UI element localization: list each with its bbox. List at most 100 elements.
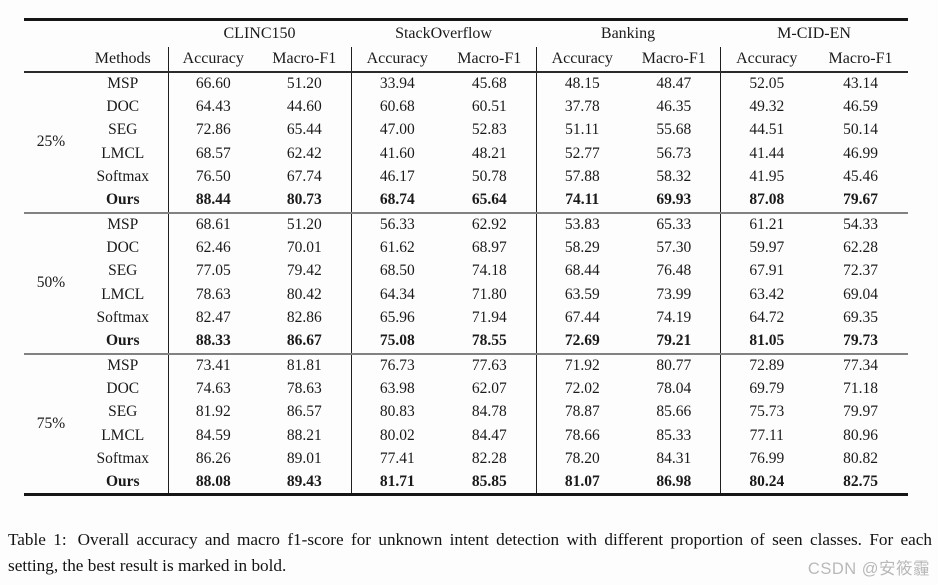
value-cell: 59.97 [749,238,785,256]
value-cell: 67.44 [564,309,600,327]
value-cell: 79.42 [258,259,352,283]
value-cell: 71.80 [443,283,537,307]
value-cell: 81.71 [379,473,415,490]
value-cell: 74.63 [195,379,231,397]
value-cell: 56.73 [628,142,721,166]
value-cell: 84.78 [443,400,537,424]
value-cell: 79.73 [843,332,878,350]
value-cell: 62.46 [195,238,231,256]
value-cell: 69.04 [843,285,878,303]
value-cell: 82.75 [843,473,878,490]
value-cell: 80.83 [379,403,415,421]
value-cell: 52.05 [749,74,785,92]
value-cell: 72.37 [843,262,878,280]
table-row: Ours 88.08 89.43 81.71 85.85 81.07 86.98 80.24 8… [24,471,908,495]
value-cell: 50.78 [443,165,537,189]
value-cell: 72.02 [564,379,600,397]
value-cell: 74.18 [443,259,537,283]
value-cell: 63.59 [564,285,600,303]
value-cell: 68.57 [195,144,231,162]
value-cell: 45.68 [443,71,537,95]
value-cell: 60.51 [443,95,537,119]
value-cell: 73.41 [168,352,258,377]
method-label: LMCL [78,142,169,166]
caption-text: Overall accuracy and macro f1-score for … [8,530,933,575]
value-cell: 77.41 [379,450,415,468]
value-cell: 48.15 [564,74,600,92]
accuracy-header: Accuracy [351,46,443,73]
corner-spacer [24,20,168,47]
proportion-header-spacer [24,46,78,73]
value-cell: 84.59 [195,426,231,444]
value-cell: 79.67 [843,191,878,209]
group-header-row: CLINC150 StackOverflow Banking M-CID-EN [24,20,908,47]
proportion-label: 75% [24,352,78,495]
value-cell: 78.66 [564,426,600,444]
table-row: SEG 77.05 79.42 68.50 74.18 68.44 76.48 67.91 72… [24,259,908,283]
method-label: LMCL [78,283,169,307]
value-cell: 41.44 [749,144,785,162]
value-cell: 85.33 [628,424,721,448]
table-row: SEG 72.86 65.44 47.00 52.83 51.11 55.68 44.51 50… [24,118,908,142]
value-cell: 77.34 [813,352,909,377]
macro-f1-header: Macro-F1 [258,46,352,73]
value-cell: 86.57 [258,400,352,424]
method-label: Softmax [78,447,169,471]
value-cell: 46.99 [843,144,878,162]
value-cell: 81.05 [749,332,785,350]
value-cell: 78.04 [628,377,721,401]
value-cell: 80.24 [749,473,785,490]
value-cell: 37.78 [564,97,600,115]
table-row: Softmax 76.50 67.74 46.17 50.78 57.88 58.32 41.… [24,165,908,189]
value-cell: 46.17 [379,168,415,186]
table-row: SEG 81.92 86.57 80.83 84.78 78.87 85.66 75.73 79… [24,400,908,424]
method-label: SEG [78,259,169,283]
value-cell: 60.68 [379,97,415,115]
value-cell: 80.73 [258,189,352,213]
method-label: MSP [78,211,169,236]
value-cell: 62.42 [258,142,352,166]
value-cell: 68.61 [168,211,258,236]
watermark: CSDN @安筱霾 [807,560,930,578]
method-label: DOC [78,236,169,260]
value-cell: 62.28 [843,238,878,256]
value-cell: 57.88 [564,168,600,186]
method-label: Softmax [78,306,169,330]
macro-f1-header: Macro-F1 [813,46,909,73]
value-cell: 86.67 [258,330,352,354]
method-label: DOC [78,377,169,401]
table-row: 50% MSP 68.61 51.20 56.33 62.92 53.83 65.33 61.2… [24,211,909,354]
method-label: MSP [78,352,169,377]
value-cell: 71.92 [536,352,629,377]
value-cell: 44.60 [258,95,352,119]
value-cell: 63.98 [379,379,415,397]
table-row: DOC 74.63 78.63 63.98 62.07 72.02 78.04 69.79 71… [24,377,908,401]
value-cell: 80.42 [258,283,352,307]
value-cell: 65.44 [258,118,352,142]
table-row: LMCL 68.57 62.42 41.60 48.21 52.77 56.73 41.44 4… [24,142,908,166]
value-cell: 88.21 [258,424,352,448]
value-cell: 69.93 [628,189,721,213]
methods-header: Methods [78,46,169,73]
value-cell: 46.59 [843,97,878,115]
value-cell: 88.44 [195,191,231,209]
value-cell: 80.02 [379,426,415,444]
macro-f1-header: Macro-F1 [628,46,721,73]
value-cell: 78.63 [195,285,231,303]
table-row: LMCL 78.63 80.42 64.34 71.80 63.59 73.99 63.42 6… [24,283,908,307]
value-cell: 76.50 [195,168,231,186]
results-table-body: 25% MSP 66.60 51.20 33.94 45.68 48.15 48.47 52.0… [24,71,909,495]
value-cell: 78.20 [564,450,600,468]
value-cell: 84.31 [628,447,721,471]
value-cell: 62.07 [443,377,537,401]
value-cell: 72.89 [720,352,814,377]
value-cell: 69.79 [749,379,785,397]
value-cell: 51.11 [565,121,600,139]
value-cell: 68.50 [379,262,415,280]
value-cell: 66.60 [195,74,231,92]
value-cell: 45.46 [843,168,878,186]
table-caption: Table 1: Overall accuracy and macro f1-sc… [8,527,932,579]
value-cell: 41.95 [749,168,785,186]
value-cell: 43.14 [843,74,878,92]
value-cell: 69.35 [843,309,878,327]
